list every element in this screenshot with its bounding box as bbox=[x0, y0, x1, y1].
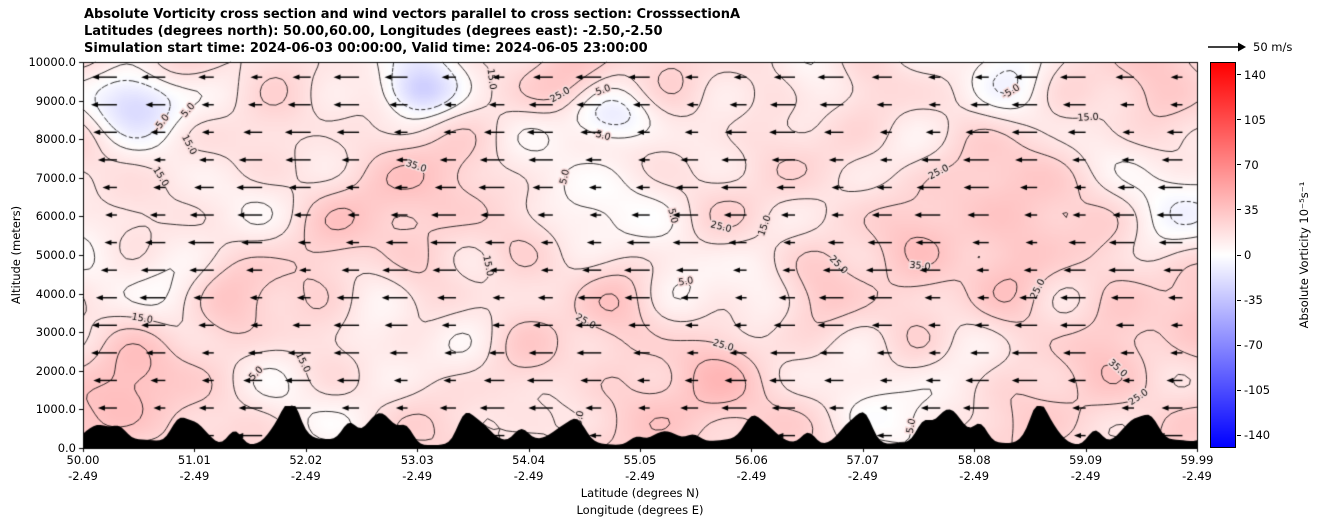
colorbar-tick-mark bbox=[1237, 389, 1241, 391]
wind-legend: 50 m/s bbox=[1208, 40, 1292, 54]
x-tick-label-lon: -2.49 bbox=[625, 469, 655, 483]
x-tick-label-lat: 59.99 bbox=[1180, 453, 1214, 467]
colorbar-tick-label: 105 bbox=[1244, 112, 1266, 127]
title-line-1: Absolute Vorticity cross section and win… bbox=[84, 7, 741, 22]
colorbar-tick-label: -70 bbox=[1244, 338, 1263, 353]
x-tick-label-lat: 54.04 bbox=[512, 453, 546, 467]
colorbar-tick-label: 140 bbox=[1244, 67, 1266, 82]
x-tick-label-lon: -2.49 bbox=[513, 469, 544, 483]
x-tick-labels-lon: -2.49 -2.49 -2.49 -2.49 -2.49 -2.49 -2.49 -2.49… bbox=[0, 469, 1332, 483]
x-tick-label-lon: -2.49 bbox=[402, 469, 433, 483]
y-tick-label: 9000.0 bbox=[35, 93, 76, 108]
colorbar-tick-label: -140 bbox=[1244, 428, 1271, 443]
x-axis-label-latitude: Latitude (degrees N) bbox=[580, 486, 700, 500]
title-block: Absolute Vorticity cross section and win… bbox=[84, 6, 740, 57]
colorbar-tick-mark bbox=[1237, 344, 1241, 346]
x-tick-label-lat: 51.01 bbox=[177, 453, 211, 467]
colorbar-tick-label: -35 bbox=[1244, 293, 1263, 308]
x-tick-label-lat: 52.02 bbox=[289, 453, 323, 467]
y-tick-label: 10000.0 bbox=[28, 55, 76, 69]
colorbar-tick-mark bbox=[1237, 164, 1241, 166]
title-line-2: Latitudes (degrees north): 50.00,60.00, … bbox=[84, 24, 663, 39]
x-tick-label-lat: 56.06 bbox=[734, 453, 768, 467]
x-tick-label-lon: -2.49 bbox=[736, 469, 767, 483]
colorbar-tick-label: 0 bbox=[1244, 248, 1252, 262]
x-tick-label-lat: 57.07 bbox=[846, 453, 880, 467]
x-tick-label-lon: -2.49 bbox=[1182, 469, 1212, 483]
x-tick-labels-lat: 50.00 51.01 52.02 53.03 54.04 55.05 56.06 57.07… bbox=[0, 453, 1332, 467]
wind-legend-label: 50 m/s bbox=[1253, 40, 1293, 54]
wind-legend-arrow bbox=[1208, 42, 1246, 52]
y-tick-label: 1000.0 bbox=[35, 402, 76, 417]
colorbar-tick-mark bbox=[1237, 74, 1241, 76]
x-tick-label-lat: 50.00 bbox=[66, 453, 100, 467]
y-tick-label: 5000.0 bbox=[35, 248, 76, 262]
x-axis-label-longitude: Longitude (degrees E) bbox=[576, 503, 704, 517]
x-tick-label-lon: -2.49 bbox=[959, 469, 990, 483]
colorbar-tick-mark bbox=[1237, 299, 1241, 301]
colorbar-tick-mark bbox=[1237, 434, 1241, 436]
x-tick-label-lat: 55.05 bbox=[623, 453, 657, 467]
x-tick-label-lon: -2.49 bbox=[68, 469, 98, 483]
x-tick-label-lon: -2.49 bbox=[1070, 469, 1101, 483]
y-tick-label: 8000.0 bbox=[35, 132, 76, 147]
y-tick-label: 6000.0 bbox=[35, 209, 76, 224]
y-tick-labels: 0.0 1000.0 2000.0 3000.0 4000.0 5000.0 6000.0 7… bbox=[0, 0, 78, 526]
colorbar-tick-label: 35 bbox=[1244, 202, 1259, 217]
x-tick-label-lon: -2.49 bbox=[847, 469, 878, 483]
colorbar-label: Absolute Vorticity 10⁻⁵s⁻¹ bbox=[1297, 181, 1311, 329]
x-tick-label-lon: -2.49 bbox=[179, 469, 210, 483]
y-tick-label: 0.0 bbox=[57, 441, 76, 455]
y-tick-label: 3000.0 bbox=[35, 325, 76, 340]
colorbar-tick-mark bbox=[1237, 254, 1241, 256]
colorbar-tick-label: 70 bbox=[1244, 157, 1259, 172]
x-tick-label-lat: 53.03 bbox=[400, 453, 434, 467]
x-tick-label-lat: 58.08 bbox=[957, 453, 991, 467]
colorbar-tick-mark bbox=[1237, 209, 1241, 211]
x-tick-label-lon: -2.49 bbox=[290, 469, 321, 483]
colorbar-tick-label: -105 bbox=[1244, 383, 1271, 398]
colorbar bbox=[1210, 62, 1236, 448]
y-tick-label: 7000.0 bbox=[35, 170, 76, 185]
colorbar-tick-mark bbox=[1237, 119, 1241, 121]
title-line-3: Simulation start time: 2024-06-03 00:00:… bbox=[84, 41, 648, 56]
y-tick-label: 4000.0 bbox=[35, 286, 76, 301]
y-tick-label: 2000.0 bbox=[35, 363, 76, 378]
x-tick-label-lat: 59.09 bbox=[1069, 453, 1103, 467]
